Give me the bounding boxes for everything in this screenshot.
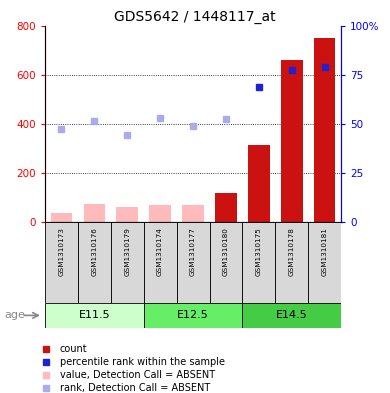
Bar (314, 38, 335, 222)
Text: count: count (60, 343, 87, 354)
Bar (78, 222, 111, 303)
Bar (144, 222, 177, 303)
Bar (275, 222, 308, 303)
Bar (243, 303, 341, 328)
Text: E14.5: E14.5 (276, 310, 308, 320)
Bar (45, 303, 144, 328)
Bar (248, 145, 269, 222)
Bar (45, 222, 78, 303)
Bar (144, 303, 243, 328)
Bar (111, 222, 144, 303)
Text: percentile rank within the sample: percentile rank within the sample (60, 357, 225, 367)
Bar (215, 193, 237, 222)
Text: E11.5: E11.5 (78, 310, 110, 320)
Bar (51, 213, 72, 222)
Text: age: age (4, 310, 25, 320)
Text: GSM1310175: GSM1310175 (256, 227, 262, 276)
Text: GSM1310174: GSM1310174 (157, 227, 163, 276)
Text: GSM1310173: GSM1310173 (58, 227, 64, 276)
Text: GSM1310179: GSM1310179 (124, 227, 130, 276)
Text: GSM1310181: GSM1310181 (322, 227, 328, 276)
Text: value, Detection Call = ABSENT: value, Detection Call = ABSENT (60, 370, 215, 380)
Text: GSM1310180: GSM1310180 (223, 227, 229, 276)
Text: GSM1310178: GSM1310178 (289, 227, 295, 276)
Text: GSM1310177: GSM1310177 (190, 227, 196, 276)
Bar (308, 222, 341, 303)
Bar (117, 207, 138, 222)
Text: GSM1310176: GSM1310176 (91, 227, 97, 276)
Text: rank, Detection Call = ABSENT: rank, Detection Call = ABSENT (60, 383, 210, 393)
Bar (183, 205, 204, 222)
Bar (83, 204, 105, 222)
Bar (209, 222, 243, 303)
Bar (149, 205, 171, 222)
Text: E12.5: E12.5 (177, 310, 209, 320)
Text: GDS5642 / 1448117_at: GDS5642 / 1448117_at (114, 10, 276, 24)
Bar (177, 222, 209, 303)
Bar (281, 60, 303, 222)
Bar (243, 222, 275, 303)
